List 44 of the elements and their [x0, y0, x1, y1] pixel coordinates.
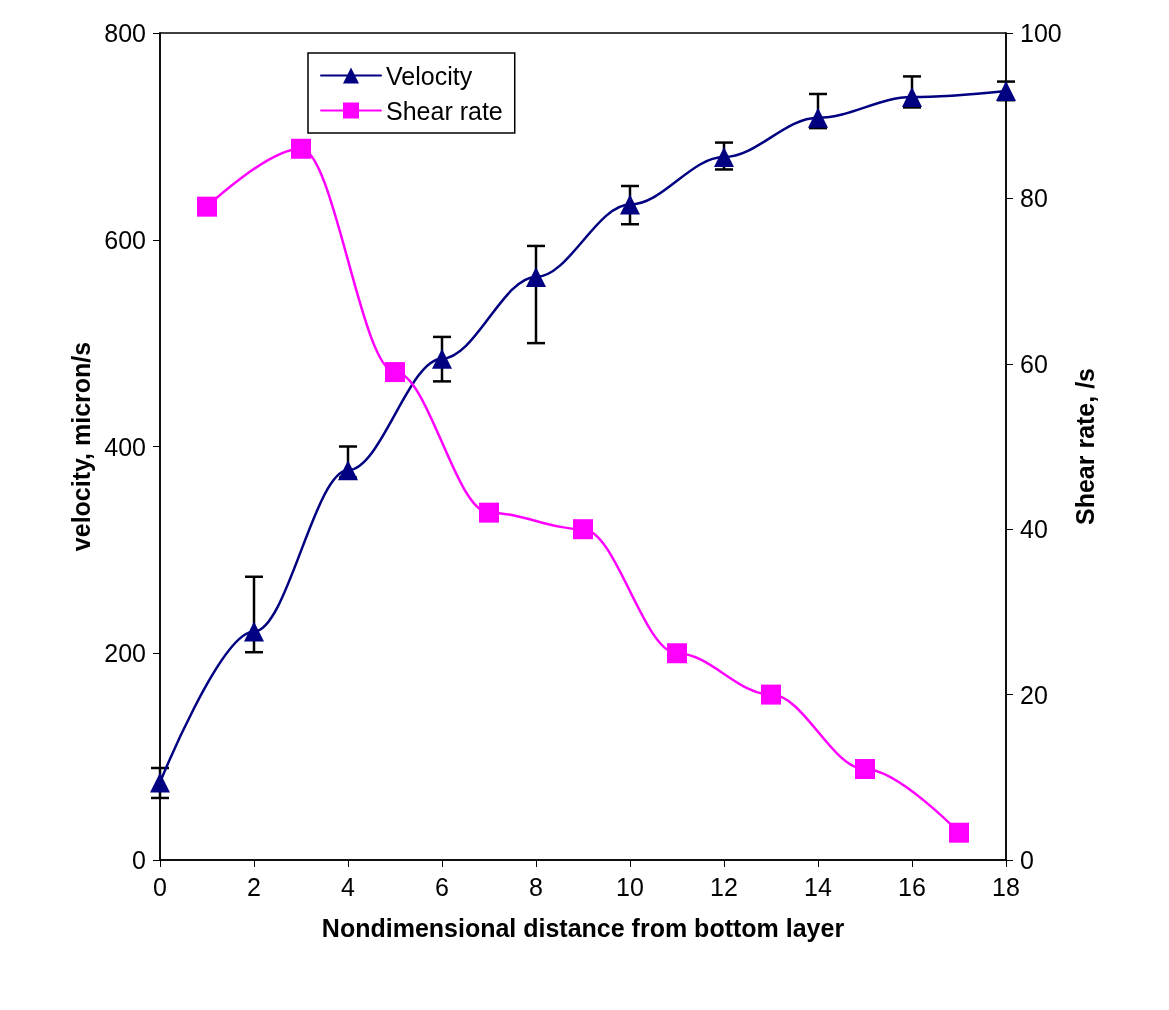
- point: [667, 643, 687, 664]
- point: [291, 138, 311, 159]
- point: [526, 266, 546, 287]
- point: [385, 362, 405, 383]
- y2-axis-title: Shear rate, /s: [1071, 367, 1100, 526]
- x-tick-label: 16: [898, 872, 926, 901]
- point: [244, 621, 264, 642]
- x-tick-label: 6: [435, 872, 449, 901]
- y-tick-label: 0: [132, 846, 146, 874]
- y2-tick-label: 20: [1020, 680, 1048, 709]
- x-tick-label: 0: [153, 872, 167, 901]
- legend-label: Velocity: [386, 61, 473, 90]
- point: [338, 460, 358, 481]
- x-tick-label: 10: [616, 872, 644, 901]
- point: [432, 348, 452, 369]
- point: [197, 196, 217, 217]
- x-tick-label: 4: [341, 872, 356, 901]
- point: [150, 772, 170, 793]
- y2-tick-label: 0: [1020, 846, 1034, 874]
- point: [949, 822, 969, 843]
- x-tick-label: 14: [804, 872, 832, 901]
- x-axis-title: Nondimensional distance from bottom layer: [321, 913, 845, 942]
- point: [855, 759, 875, 780]
- point: [902, 87, 922, 108]
- y-tick-label: 600: [104, 225, 146, 254]
- y-axis-title: velocity, micron/s: [66, 341, 95, 552]
- x-tick-label: 8: [529, 872, 543, 901]
- y2-tick-label: 40: [1020, 515, 1048, 544]
- point: [620, 194, 640, 215]
- point: [714, 147, 734, 168]
- y-tick-label: 200: [104, 639, 146, 668]
- x-tick-label: 12: [710, 872, 738, 901]
- y-tick-label: 400: [104, 432, 146, 461]
- y2-tick-label: 80: [1020, 184, 1048, 213]
- point: [573, 519, 593, 540]
- y2-tick-label: 60: [1020, 349, 1048, 378]
- legend-label: Shear rate: [386, 96, 503, 125]
- point: [761, 684, 781, 705]
- y2-tick-label: 100: [1020, 19, 1062, 47]
- x-tick-label: 2: [247, 872, 261, 901]
- x-tick-label: 18: [992, 872, 1020, 901]
- y-tick-label: 800: [104, 19, 146, 47]
- point: [808, 107, 828, 128]
- point: [479, 502, 499, 523]
